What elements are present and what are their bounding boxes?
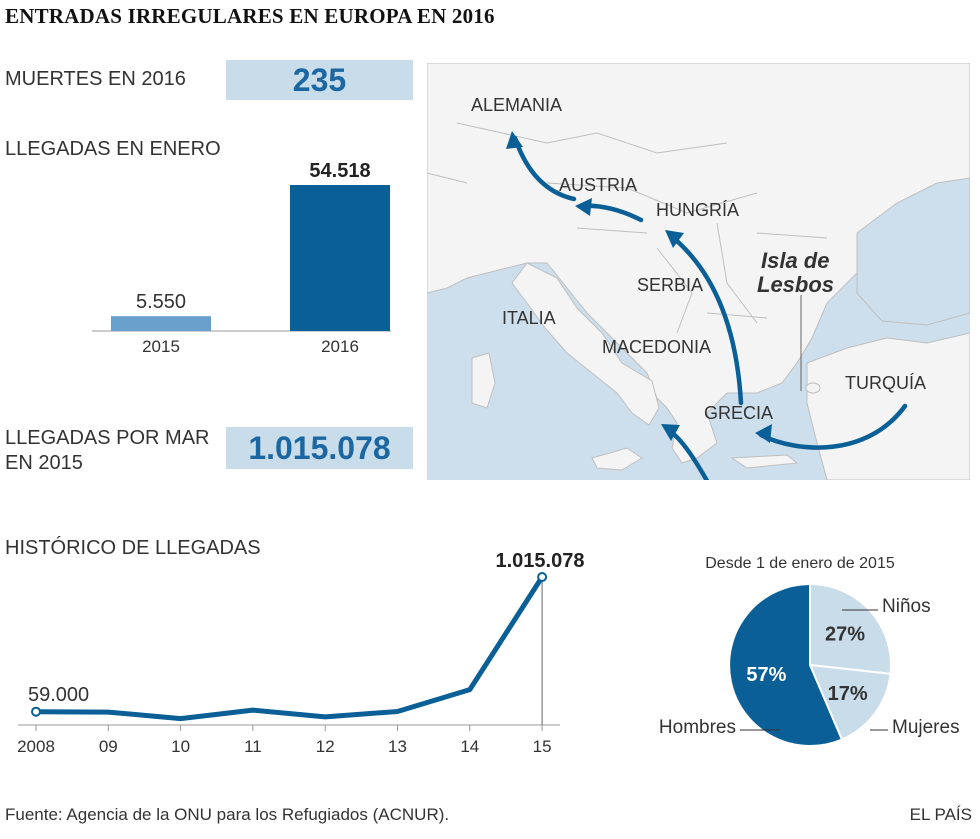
history-series-line	[35, 575, 545, 722]
deaths-label: MUERTES EN 2016	[5, 68, 186, 90]
sea-label-line1: LLEGADAS POR MAR	[5, 427, 210, 449]
history-start-point	[31, 706, 41, 717]
pie-title: Desde 1 de enero de 2015	[705, 555, 895, 572]
label-hungria: HUNGRÍA	[656, 200, 739, 220]
pie-category-label: Niños	[882, 596, 931, 617]
brand-label: EL PAÍS	[909, 805, 972, 824]
x-tick-label: 12	[316, 737, 335, 756]
bar-2015	[111, 316, 211, 331]
borders	[427, 122, 828, 334]
label-macedonia: MACEDONIA	[602, 337, 711, 357]
x-tick-label: 10	[171, 737, 190, 756]
bar-value-2016: 54.518	[309, 160, 370, 182]
arrow-turkey-greece	[758, 403, 908, 450]
europe-map: ALEMANIA AUSTRIA HUNGRÍA SERBIA ITALIA M…	[427, 63, 970, 480]
x-tick-label: 2008	[17, 737, 55, 756]
label-lesbos-line1: Isla de	[761, 248, 829, 273]
lesbos-shape	[805, 382, 821, 394]
bar-category-2015: 2015	[142, 337, 180, 356]
january-bar-chart: 5.550 54.518 2015 2016	[92, 160, 391, 356]
arrowhead-5	[506, 131, 523, 149]
source-note: Fuente: Agencia de la ONU para los Refug…	[5, 805, 450, 824]
label-grecia: GRECIA	[704, 403, 773, 423]
history-end-label: 1.015.078	[496, 550, 585, 572]
pie-category-label: Mujeres	[892, 717, 960, 738]
label-serbia: SERBIA	[637, 275, 703, 295]
bar-category-2016: 2016	[321, 337, 359, 356]
label-alemania: ALEMANIA	[471, 95, 562, 115]
label-turquia: TURQUÍA	[845, 373, 926, 393]
pie-slice-niños	[809, 582, 892, 675]
sea-value: 1.015.078	[226, 427, 413, 469]
arrowhead-4	[575, 198, 592, 216]
pie-category-label: Hombres	[659, 717, 736, 738]
history-start-label: 59.000	[28, 684, 89, 706]
pie-value-label: 57%	[746, 664, 786, 686]
history-end-point	[537, 572, 548, 582]
deaths-value: 235	[226, 60, 413, 100]
pie-value-label: 17%	[828, 683, 868, 705]
arrowhead-1	[755, 424, 772, 443]
pie-chart: 27% Niños 17% Mujeres 57% Hombres	[659, 582, 960, 747]
x-tick-label: 14	[460, 737, 479, 756]
turkey-shape	[806, 332, 970, 480]
x-tick-label: 13	[388, 737, 407, 756]
black-sea	[856, 177, 970, 326]
arrow-greece-hungary	[667, 232, 744, 406]
pie-slice-mujeres	[808, 663, 892, 741]
x-tick-label: 11	[244, 737, 262, 756]
arrow-austria-germany	[512, 135, 577, 202]
arrowhead-3	[665, 230, 684, 248]
chart-title: ENTRADAS IRREGULARES EN EUROPA EN 2016	[5, 4, 495, 28]
label-austria: AUSTRIA	[559, 175, 637, 195]
bar-value-2015: 5.550	[136, 291, 186, 313]
crete-shape	[730, 454, 799, 469]
sicily-shape	[591, 447, 643, 471]
x-tick-label: 09	[99, 737, 118, 756]
arrowhead-2	[661, 424, 680, 441]
sardinia-shape	[471, 352, 496, 409]
sea-label-line2: EN 2015	[5, 452, 83, 474]
label-lesbos-line2: Lesbos	[757, 272, 834, 297]
label-italia: ITALIA	[502, 308, 556, 328]
pie-value-label: 27%	[825, 624, 865, 646]
history-label: HISTÓRICO DE LLEGADAS	[5, 537, 261, 559]
bar-2016	[290, 185, 390, 331]
italy-shape	[511, 262, 660, 426]
x-tick-label: 15	[533, 737, 552, 756]
pie-slice-hombres	[728, 582, 844, 747]
january-label: LLEGADAS EN ENERO	[5, 138, 221, 160]
history-line-chart: 2008 09 10 11 12 13 14 15 59.000 1.015.078	[17, 550, 585, 756]
